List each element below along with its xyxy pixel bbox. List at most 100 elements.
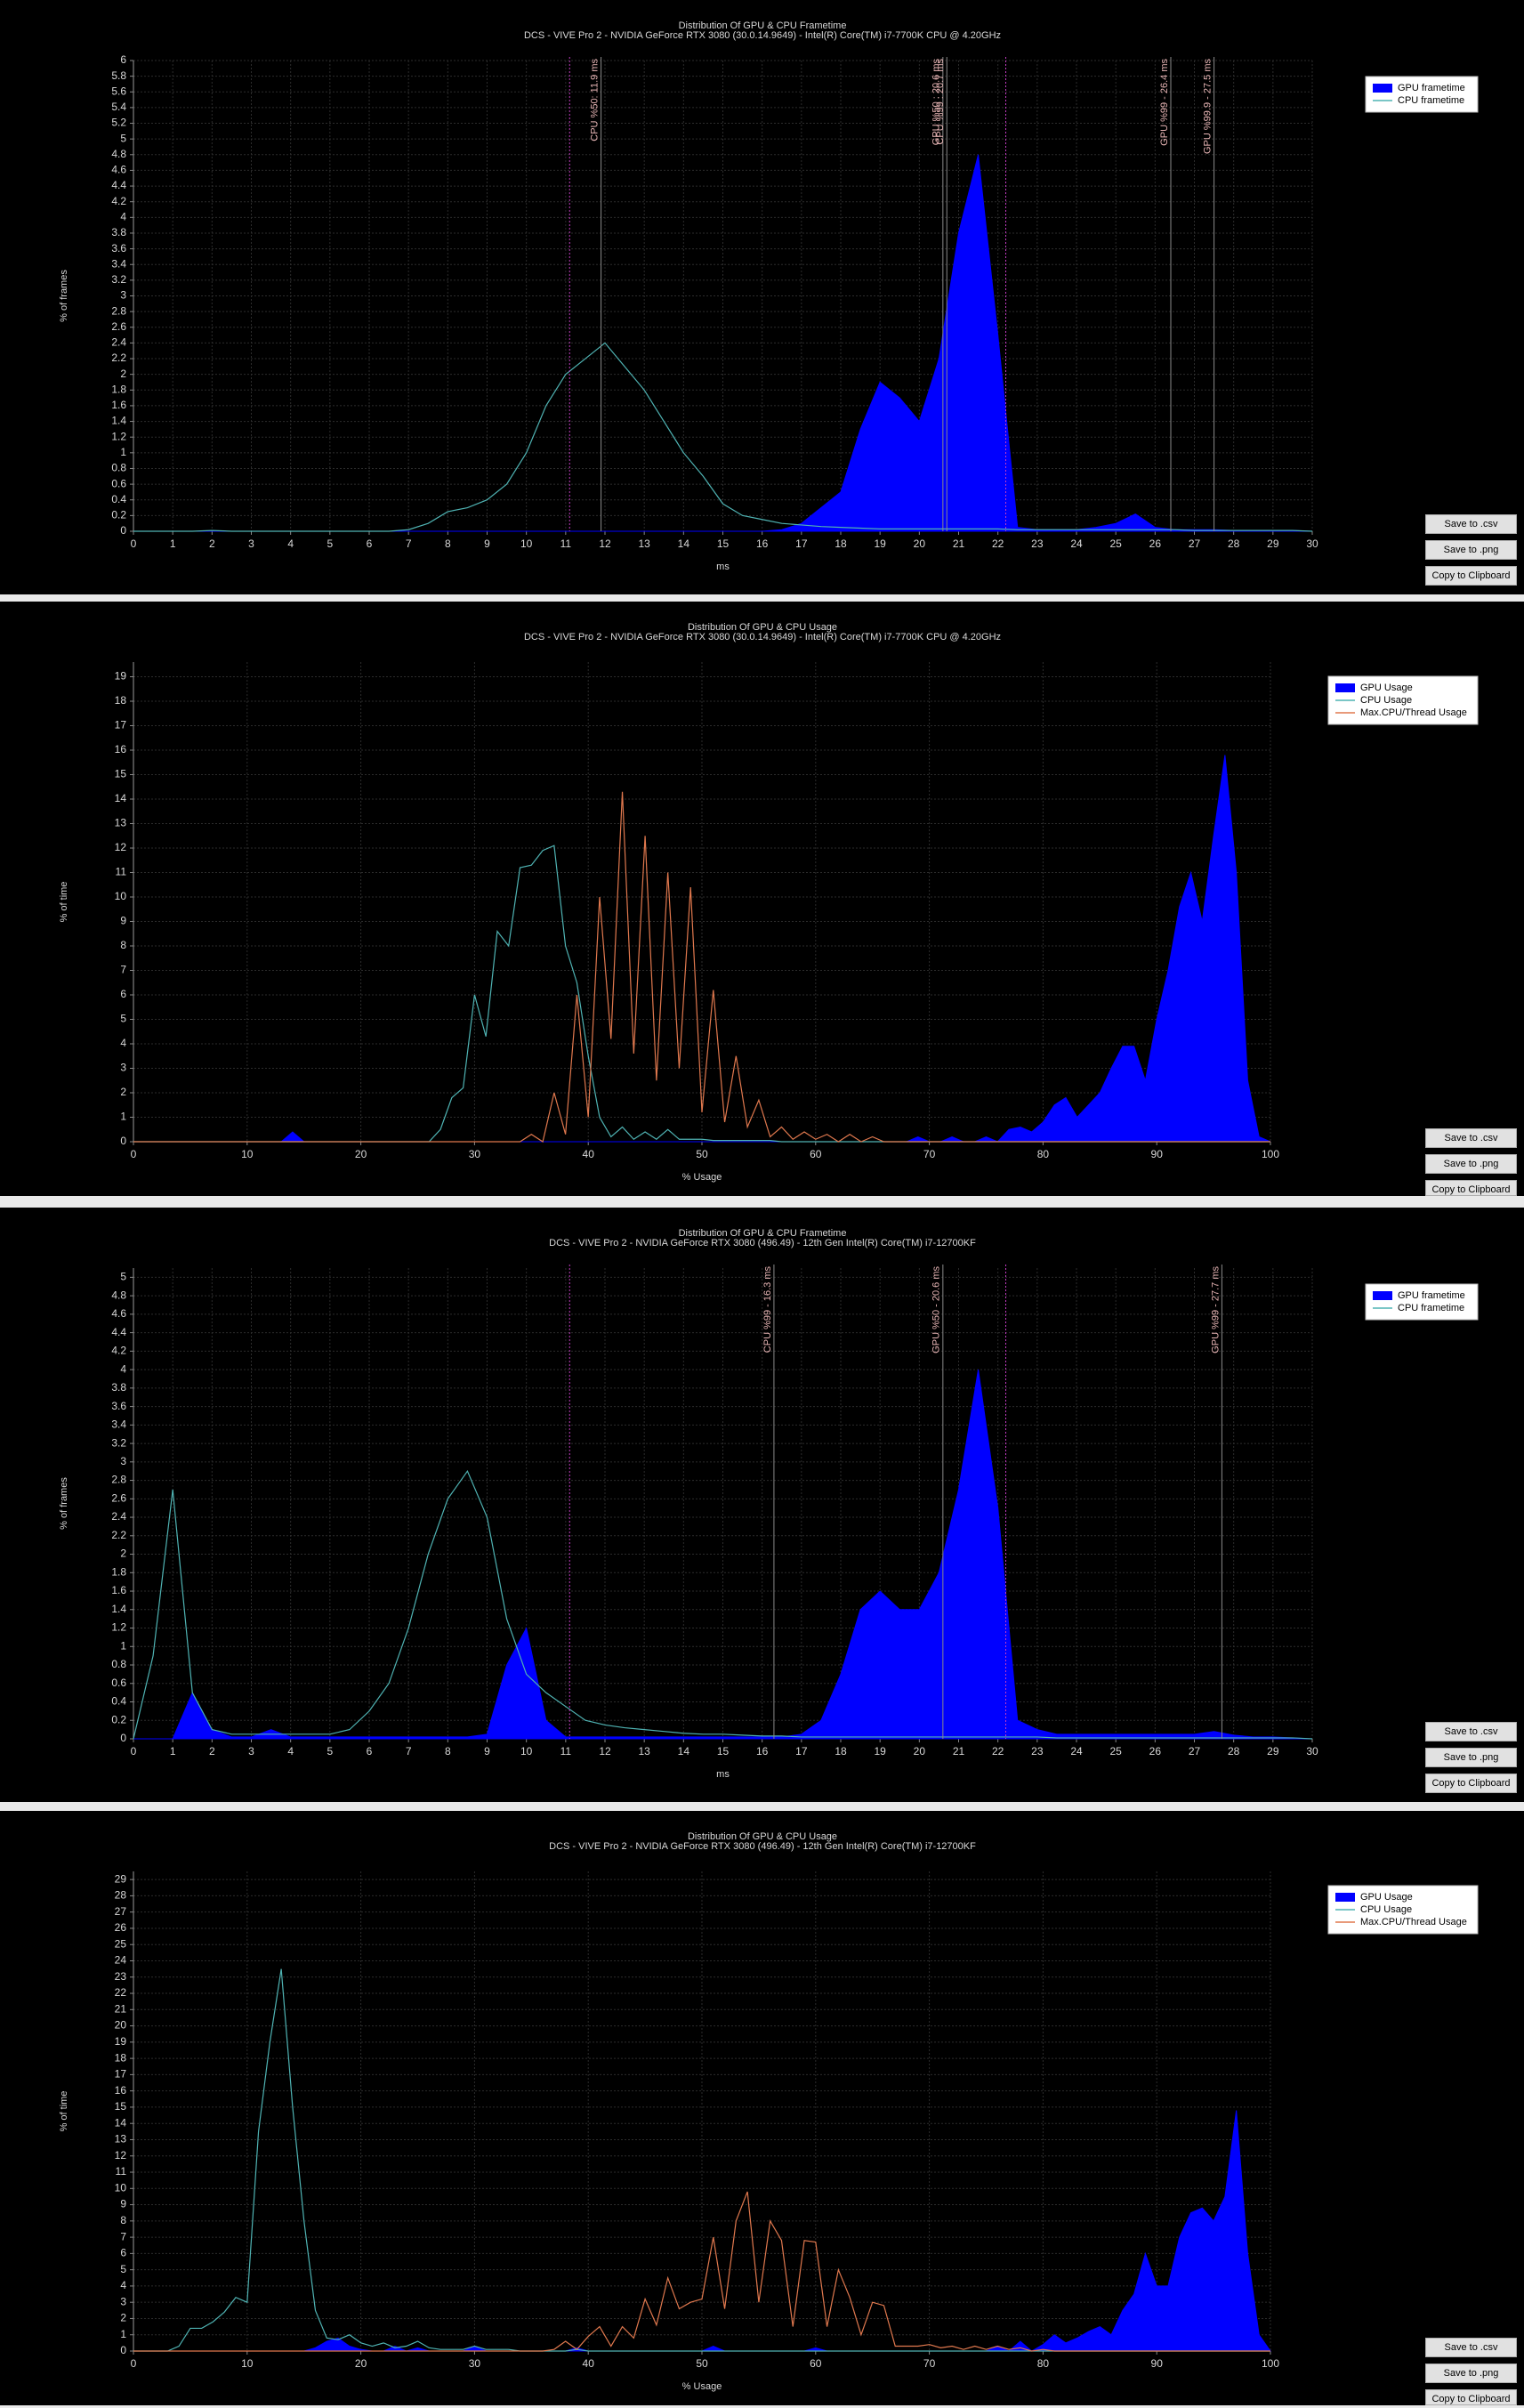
x-tick-label: 10	[520, 1745, 533, 1758]
y-tick-label: 16	[115, 2084, 127, 2097]
y-tick-label: 5.6	[111, 85, 126, 97]
save-csv-button[interactable]: Save to .csv	[1425, 1128, 1517, 1148]
y-tick-label: 7	[120, 2230, 126, 2242]
copy-button[interactable]: Copy to Clipboard	[1425, 566, 1517, 586]
y-tick-label: 2.2	[111, 352, 126, 364]
chart-subtitle: DCS - VIVE Pro 2 - NVIDIA GeForce RTX 30…	[524, 30, 1001, 41]
y-tick-label: 3.2	[111, 1436, 126, 1449]
y-tick-label: 0.2	[111, 509, 126, 521]
y-tick-label: 2.8	[111, 304, 126, 317]
x-tick-label: 24	[1070, 537, 1083, 550]
series-line	[133, 2191, 1270, 2352]
legend-label: GPU Usage	[1360, 1892, 1413, 1903]
save-png-button[interactable]: Save to .png	[1425, 540, 1517, 560]
y-axis-label: % of frames	[59, 1477, 69, 1530]
y-tick-label: 4.2	[111, 195, 126, 207]
x-tick-label: 30	[1306, 537, 1318, 550]
copy-button[interactable]: Copy to Clipboard	[1425, 2389, 1517, 2405]
y-tick-label: 20	[115, 2019, 127, 2032]
x-tick-label: 30	[1306, 1745, 1318, 1758]
y-tick-label: 28	[115, 1889, 127, 1902]
frametime-panel: Distribution Of GPU & CPU Frametime DCS -…	[0, 0, 1524, 594]
x-tick-label: 16	[756, 1745, 769, 1758]
y-tick-label: 2.4	[111, 336, 126, 349]
copy-button[interactable]: Copy to Clipboard	[1425, 1180, 1517, 1196]
x-tick-label: 27	[1189, 537, 1201, 550]
x-tick-label: 9	[484, 537, 490, 550]
x-tick-label: 30	[469, 1148, 481, 1160]
y-tick-label: 0	[120, 2344, 126, 2356]
y-tick-label: 6	[120, 2247, 126, 2259]
y-tick-label: 5	[120, 2263, 126, 2275]
x-axis-label: ms	[716, 1769, 730, 1780]
y-tick-label: 4	[120, 1362, 126, 1375]
copy-button[interactable]: Copy to Clipboard	[1425, 1774, 1517, 1793]
x-tick-label: 8	[445, 537, 451, 550]
annotation-label: GPU %99 - 26.4 ms	[1159, 59, 1170, 146]
x-tick-label: 1	[170, 537, 176, 550]
x-tick-label: 20	[355, 2357, 367, 2370]
y-tick-label: 5	[120, 1271, 126, 1283]
y-tick-label: 4.8	[111, 148, 126, 160]
y-tick-label: 1.6	[111, 1584, 126, 1596]
y-tick-label: 3.4	[111, 257, 126, 270]
y-tick-label: 13	[115, 817, 127, 829]
x-tick-label: 70	[923, 2357, 936, 2370]
y-tick-label: 14	[115, 792, 127, 804]
save-csv-button[interactable]: Save to .csv	[1425, 514, 1517, 534]
chart-subtitle: DCS - VIVE Pro 2 - NVIDIA GeForce RTX 30…	[549, 1841, 976, 1852]
x-tick-label: 24	[1070, 1745, 1083, 1758]
y-tick-label: 1.4	[111, 415, 126, 427]
save-csv-button[interactable]: Save to .csv	[1425, 2338, 1517, 2357]
y-tick-label: 11	[116, 866, 127, 878]
x-tick-label: 15	[717, 537, 730, 550]
legend-label: GPU frametime	[1398, 1290, 1465, 1301]
legend-label: CPU Usage	[1360, 695, 1412, 706]
x-tick-label: 6	[367, 1745, 373, 1758]
y-tick-label: 1.6	[111, 399, 126, 411]
x-tick-label: 14	[678, 1745, 690, 1758]
x-tick-label: 13	[638, 537, 650, 550]
x-tick-label: 7	[406, 537, 412, 550]
x-tick-label: 3	[248, 1745, 254, 1758]
y-tick-label: 18	[115, 2051, 127, 2064]
y-axis-label: % of frames	[59, 270, 69, 322]
legend-label: Max.CPU/Thread Usage	[1360, 1917, 1467, 1927]
y-tick-label: 5.8	[111, 69, 126, 82]
save-png-button[interactable]: Save to .png	[1425, 2364, 1517, 2383]
x-tick-label: 10	[520, 537, 533, 550]
y-tick-label: 9	[120, 915, 126, 927]
x-tick-label: 27	[1189, 1745, 1201, 1758]
annotation-label: CPU %99 : 20.7 ms	[935, 59, 946, 145]
y-tick-label: 4.6	[111, 1307, 126, 1320]
x-tick-label: 28	[1228, 1745, 1240, 1758]
series-line	[133, 1469, 1313, 1740]
save-png-button[interactable]: Save to .png	[1425, 1748, 1517, 1767]
y-tick-label: 4.4	[111, 179, 126, 191]
legend-box	[1365, 1283, 1479, 1321]
x-tick-label: 40	[583, 2357, 595, 2370]
annotation-label: GPU %99.9 - 27.5 ms	[1202, 59, 1213, 154]
save-png-button[interactable]: Save to .png	[1425, 1154, 1517, 1174]
x-tick-label: 12	[599, 537, 611, 550]
gpu-area	[133, 1370, 1313, 1740]
y-tick-label: 25	[115, 1937, 127, 1950]
x-tick-label: 70	[923, 1148, 936, 1160]
y-tick-label: 26	[115, 1921, 127, 1934]
save-csv-button[interactable]: Save to .csv	[1425, 1722, 1517, 1741]
y-tick-label: 7	[120, 964, 126, 976]
y-tick-label: 3.8	[111, 1381, 126, 1394]
y-tick-label: 3	[120, 1062, 126, 1074]
x-tick-label: 10	[241, 1148, 254, 1160]
y-tick-label: 17	[115, 719, 127, 731]
y-tick-label: 3.6	[111, 1400, 126, 1412]
y-tick-label: 1.8	[111, 383, 126, 395]
y-tick-label: 2.8	[111, 1474, 126, 1486]
x-tick-label: 22	[992, 1745, 1004, 1758]
x-tick-label: 26	[1149, 1745, 1162, 1758]
x-tick-label: 50	[696, 1148, 708, 1160]
y-tick-label: 24	[115, 1954, 127, 1967]
x-axis-label: ms	[716, 562, 730, 572]
y-tick-label: 10	[115, 890, 127, 902]
y-tick-label: 0.8	[111, 1658, 126, 1670]
